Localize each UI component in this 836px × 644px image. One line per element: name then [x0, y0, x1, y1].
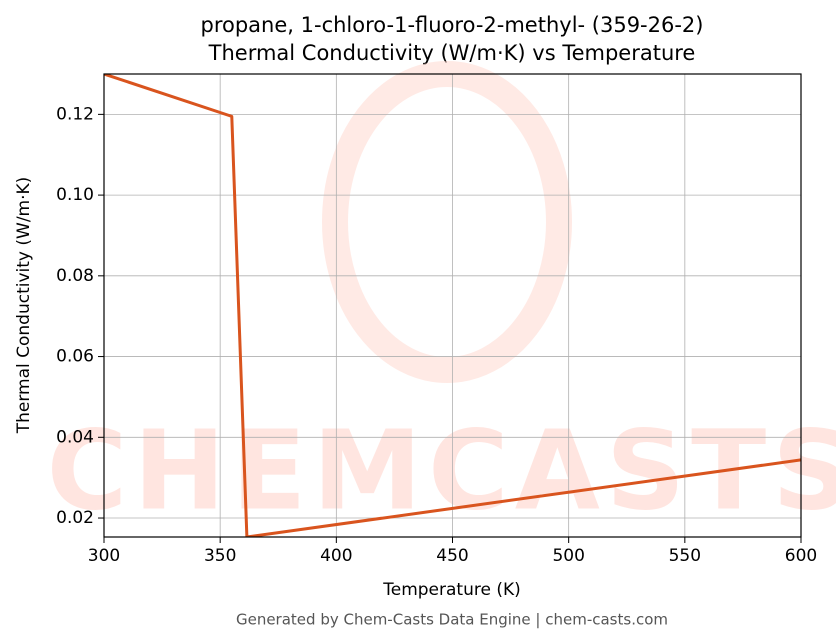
y-tick-label: 0.06 — [56, 347, 94, 367]
plot-frame — [103, 73, 802, 538]
y-tick-label: 0.10 — [56, 185, 94, 205]
x-tick-label: 450 — [436, 546, 468, 566]
x-tick-label: 350 — [204, 546, 236, 566]
watermark: CHEMCASTS — [47, 406, 836, 534]
x-tick-label: 600 — [785, 546, 817, 566]
y-tick-label: 0.12 — [56, 104, 94, 124]
y-tick-label: 0.08 — [56, 266, 94, 286]
chart-title: propane, 1-chloro-1-fluoro-2-methyl- (35… — [201, 13, 704, 37]
y-tick-label: 0.04 — [56, 427, 94, 447]
x-tick-label: 500 — [552, 546, 584, 566]
x-tick-label: 300 — [88, 546, 120, 566]
x-tick-label: 400 — [320, 546, 352, 566]
y-axis-label: Thermal Conductivity (W/m·K) — [14, 177, 34, 435]
y-tick-label: 0.02 — [56, 508, 94, 528]
chart-subtitle: Thermal Conductivity (W/m·K) vs Temperat… — [208, 41, 696, 65]
footer: Generated by Chem-Casts Data Engine | ch… — [236, 611, 668, 629]
line-series — [104, 74, 801, 537]
x-tick-label: 550 — [669, 546, 701, 566]
watermark-logo — [322, 61, 572, 383]
x-axis-label: Temperature (K) — [382, 580, 521, 600]
